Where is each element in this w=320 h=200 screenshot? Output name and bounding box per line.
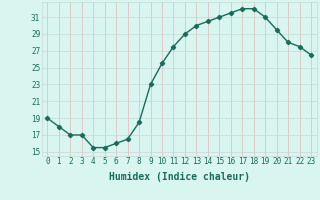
X-axis label: Humidex (Indice chaleur): Humidex (Indice chaleur)	[109, 172, 250, 182]
